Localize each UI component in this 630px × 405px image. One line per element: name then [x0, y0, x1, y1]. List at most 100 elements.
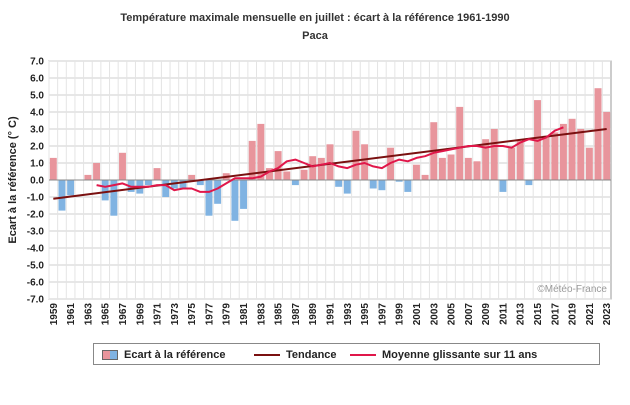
- bar-2016: [542, 135, 550, 180]
- bar-1974: [179, 180, 187, 189]
- bar-1999: [395, 180, 403, 182]
- x-tick-label: 2007: [464, 303, 475, 326]
- bar-1990: [317, 157, 325, 180]
- credit-watermark: ©Météo-France: [537, 284, 607, 295]
- x-tick-label: 1973: [170, 303, 181, 326]
- y-tick-label: 6.0: [30, 74, 44, 85]
- bar-1997: [378, 180, 386, 191]
- y-tick-label: 3.0: [30, 125, 44, 136]
- bar-1965: [101, 180, 109, 201]
- bar-1985: [274, 151, 282, 180]
- x-tick-label: 1967: [118, 303, 129, 326]
- y-tick-label: -2.0: [27, 210, 45, 221]
- x-tick-label: 1969: [135, 303, 146, 326]
- bar-2017: [551, 132, 559, 180]
- bar-1961: [67, 180, 75, 196]
- bar-2014: [525, 180, 533, 186]
- y-tick-label: -4.0: [27, 244, 45, 255]
- x-tick-label: 2009: [481, 303, 492, 326]
- x-tick-label: 1979: [222, 303, 233, 326]
- bar-1981: [240, 180, 247, 209]
- bar-1964: [93, 163, 101, 180]
- bar-1960: [58, 180, 66, 211]
- x-tick-label: 2013: [516, 303, 527, 326]
- bar-1983: [257, 123, 265, 180]
- bar-1984: [266, 168, 273, 180]
- x-tick-label: 1977: [204, 303, 215, 326]
- legend-item-ecart: Ecart à la référence: [102, 344, 226, 366]
- chart-title: Température maximale mensuelle en juille…: [120, 12, 510, 24]
- x-tick-label: 2015: [533, 303, 544, 326]
- bar-2013: [516, 140, 524, 180]
- bar-1989: [309, 156, 317, 180]
- x-tick-label: 2023: [602, 303, 613, 326]
- y-tick-label: 4.0: [30, 108, 44, 119]
- bar-1978: [214, 180, 222, 204]
- bar-1994: [352, 130, 360, 180]
- x-tick-label: 2021: [585, 303, 596, 326]
- x-tick-label: 1963: [83, 303, 94, 326]
- bar-2001: [413, 164, 420, 180]
- bar-1987: [291, 180, 299, 186]
- y-tick-label: -3.0: [27, 227, 45, 238]
- bar-2021: [585, 147, 593, 180]
- x-tick-label: 1991: [326, 303, 337, 326]
- y-tick-label: 2.0: [30, 142, 44, 153]
- x-tick-label: 2003: [429, 303, 440, 326]
- y-axis-label: Ecart à la référence (° C): [7, 116, 19, 244]
- y-tick-label: 7.0: [30, 57, 44, 68]
- y-tick-label: 5.0: [30, 91, 44, 102]
- bar-1966: [110, 180, 118, 216]
- legend-swatch-ecart: [102, 350, 118, 360]
- bar-2012: [508, 147, 516, 180]
- bar-2005: [447, 154, 455, 180]
- chart-legend: Ecart à la référence Tendance Moyenne gl…: [93, 343, 600, 365]
- bar-2019: [568, 118, 576, 180]
- x-tick-label: 1965: [101, 303, 112, 326]
- legend-swatch-tendance: [254, 354, 280, 356]
- bar-1992: [335, 180, 343, 187]
- bar-2020: [577, 129, 585, 180]
- moving-average-line: [96, 126, 564, 193]
- bar-1977: [205, 180, 213, 216]
- bar-2006: [456, 106, 464, 180]
- x-tick-label: 1981: [239, 303, 250, 326]
- bar-1982: [248, 140, 256, 180]
- bar-1976: [196, 180, 204, 186]
- legend-label-moyenne: Moyenne glissante sur 11 ans: [382, 349, 538, 361]
- x-tick-label: 1995: [360, 303, 371, 326]
- bar-1993: [343, 180, 351, 194]
- bar-1996: [369, 180, 377, 189]
- legend-label-tendance: Tendance: [286, 349, 337, 361]
- y-tick-label: 1.0: [30, 159, 44, 170]
- bar-2004: [438, 157, 446, 180]
- bar-1988: [300, 169, 308, 180]
- bar-2000: [404, 180, 412, 192]
- x-tick-label: 2011: [498, 303, 509, 325]
- x-tick-label: 2005: [447, 303, 458, 326]
- bar-1963: [84, 174, 92, 180]
- x-tick-label: 1971: [153, 303, 164, 326]
- bar-1980: [231, 180, 239, 221]
- bar-2010: [490, 129, 498, 180]
- x-tick-label: 1993: [343, 303, 354, 326]
- x-tick-label: 1959: [49, 303, 60, 326]
- x-tick-label: 2017: [550, 303, 561, 326]
- legend-swatch-moyenne: [350, 354, 376, 356]
- chart-subtitle: Paca: [302, 30, 328, 42]
- bar-2002: [421, 174, 429, 180]
- bar-1971: [153, 168, 161, 180]
- bar-2008: [473, 161, 481, 180]
- bar-2007: [464, 157, 472, 180]
- x-tick-label: 1983: [256, 303, 267, 326]
- bar-1970: [144, 180, 152, 186]
- x-tick-label: 1961: [66, 303, 77, 326]
- x-tick-label: 1987: [291, 303, 302, 326]
- bar-1972: [162, 180, 170, 197]
- bar-1986: [283, 171, 291, 180]
- x-tick-label: 2019: [568, 303, 579, 326]
- bar-2023: [603, 112, 611, 180]
- bar-1959: [49, 157, 57, 180]
- bar-2022: [594, 88, 602, 180]
